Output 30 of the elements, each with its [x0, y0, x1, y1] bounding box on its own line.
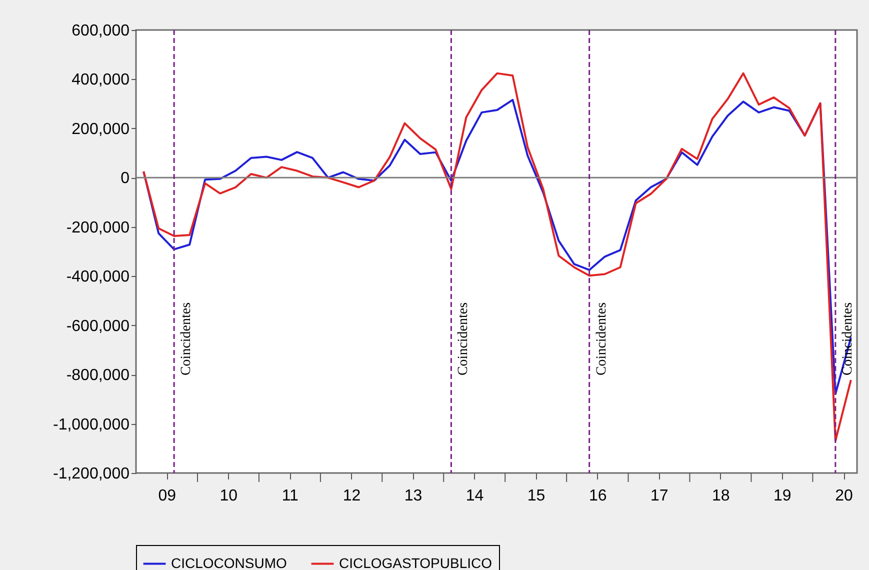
y-tick-label: 200,000 [72, 120, 130, 138]
y-tick-label: 600,000 [72, 22, 130, 40]
y-tick-label: 400,000 [72, 72, 130, 89]
x-tick-label: 13 [404, 488, 422, 504]
y-tick-label: -800,000 [66, 367, 130, 384]
line-series [142, 72, 852, 442]
x-tick-label: 17 [650, 488, 668, 504]
y-tick-label: 0 [120, 170, 130, 188]
x-tick-label: 09 [158, 488, 176, 504]
ref-line-label: Coincidentes [594, 302, 610, 376]
y-tick-label: -1,200,000 [52, 466, 130, 482]
y-tick-label: -1,000,000 [52, 416, 130, 434]
legend-label: CICLOCONSUMO [171, 554, 288, 570]
x-tick-label: 11 [282, 488, 299, 504]
y-tick-label: -400,000 [66, 268, 130, 286]
x-tick-label: 16 [589, 488, 607, 504]
x-tick-label: 10 [220, 488, 238, 504]
ref-line-label: Coincidentes [456, 302, 472, 376]
ref-line-label: Coincidentes [179, 302, 194, 376]
x-tick-label: 12 [342, 488, 361, 504]
y-tick-label: -600,000 [66, 318, 130, 335]
x-tick-label: 14 [466, 488, 484, 504]
x-tick-label: 15 [527, 488, 546, 504]
x-tick-label: 19 [773, 488, 792, 504]
x-tick-label: 20 [835, 488, 854, 504]
legend-label: CICLOGASTOPUBLICO [339, 554, 492, 570]
x-tick-label: 18 [712, 488, 730, 504]
line-series [142, 98, 852, 395]
y-tick-label: -200,000 [66, 219, 130, 236]
ref-line-label: Coincidentes [840, 302, 856, 376]
